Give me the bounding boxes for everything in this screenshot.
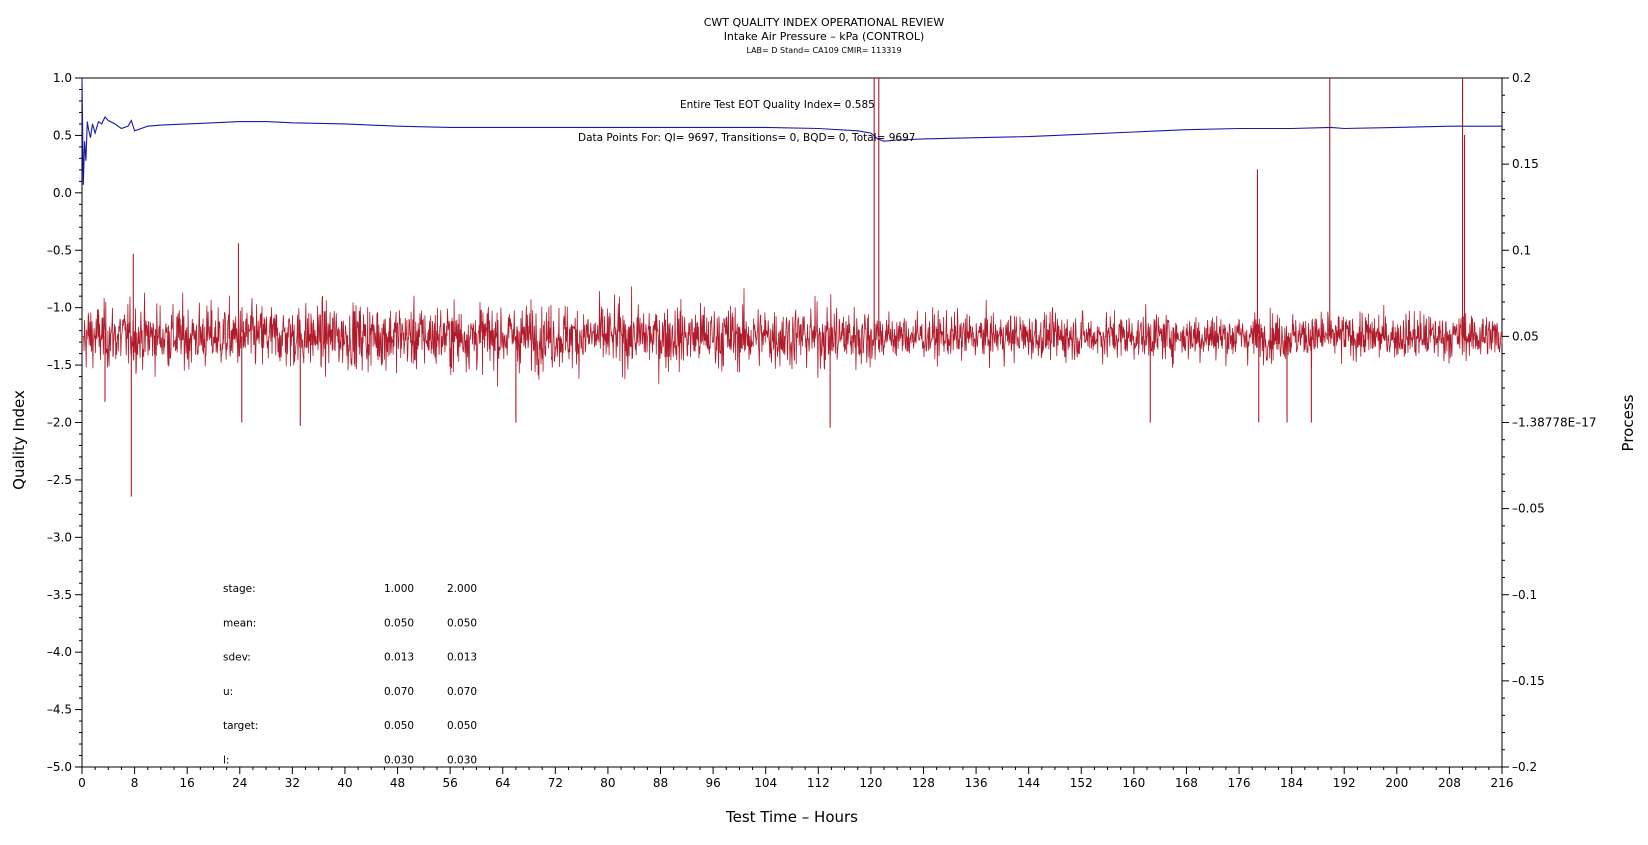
- right-y-tick-label: 0.1: [1512, 243, 1531, 257]
- stats-value-col1: 0.013: [384, 652, 414, 664]
- stats-value-col2: 0.050: [447, 720, 477, 732]
- stats-row-label: l:: [223, 755, 229, 767]
- right-y-tick-label: –0.05: [1512, 502, 1545, 516]
- stats-value-col1: 0.050: [384, 720, 414, 732]
- left-y-tick-label: –4.0: [47, 645, 72, 659]
- left-y-axis: 1.0 0.5 0.0 –0.5 –1.0 –1.5 –2.0 –2.5 –3.0 –3.5 –4.…: [47, 71, 82, 774]
- x-tick-label: 128: [912, 776, 935, 790]
- right-y-axis: 0.2 0.15 0.1 0.05 –1.38778E–17 –0.05 –0.1 –0.15…: [1502, 71, 1596, 774]
- x-tick-label: 184: [1280, 776, 1303, 790]
- stats-row-label: u:: [223, 686, 233, 698]
- right-y-axis-label: Process: [1619, 394, 1637, 451]
- x-tick-label: 88: [653, 776, 668, 790]
- left-y-axis-label: Quality Index: [10, 390, 28, 490]
- x-tick-label: 8: [131, 776, 139, 790]
- x-tick-label: 168: [1175, 776, 1198, 790]
- x-tick-label: 16: [180, 776, 195, 790]
- x-axis: 0 8 16 24 32 40 48 56 64 72 80 88 96 104 112 120 128 136 1…: [78, 767, 1513, 790]
- x-tick-label: 0: [78, 776, 86, 790]
- x-tick-label: 144: [1017, 776, 1040, 790]
- stats-value-col1: 0.050: [384, 617, 414, 629]
- data-points-annotation: Data Points For: QI= 9697, Transitions= …: [578, 132, 915, 144]
- x-tick-label: 80: [600, 776, 615, 790]
- stats-row-label: sdev:: [223, 652, 251, 664]
- stats-value-col2: 0.013: [447, 652, 477, 664]
- x-tick-label: 208: [1438, 776, 1461, 790]
- plot-frame: [81, 77, 1503, 768]
- right-y-tick-label: –0.1: [1512, 588, 1537, 602]
- chart-subtitle: Intake Air Pressure – kPa (CONTROL): [724, 30, 925, 43]
- left-y-tick-label: –1.0: [47, 301, 72, 315]
- x-tick-label: 72: [548, 776, 563, 790]
- stats-row-label: target:: [223, 720, 258, 732]
- stats-value-col2: 0.070: [447, 686, 477, 698]
- left-y-tick-label: –1.5: [47, 358, 72, 372]
- x-tick-label: 56: [443, 776, 458, 790]
- eot-quality-index-annotation: Entire Test EOT Quality Index= 0.585: [680, 99, 875, 111]
- stats-value-col1: 0.030: [384, 755, 414, 767]
- stats-value-col2: 0.050: [447, 617, 477, 629]
- right-y-tick-label: –1.38778E–17: [1512, 416, 1596, 430]
- right-y-tick-label: 0.2: [1512, 71, 1531, 85]
- process-line: [82, 286, 1503, 387]
- x-tick-label: 160: [1122, 776, 1145, 790]
- x-tick-label: 96: [705, 776, 720, 790]
- left-y-tick-label: –2.5: [47, 473, 72, 487]
- left-y-tick-label: –0.5: [47, 243, 72, 257]
- right-y-tick-label: 0.05: [1512, 329, 1539, 343]
- left-y-tick-label: 1.0: [53, 71, 72, 85]
- x-tick-label: 152: [1070, 776, 1093, 790]
- stats-value-col2: 2.000: [447, 583, 477, 595]
- left-y-tick-label: 0.0: [53, 186, 72, 200]
- left-y-tick-label: –4.5: [47, 703, 72, 717]
- stats-table: stage: 1.000 2.000 mean: 0.050 0.050 sdev: 0.01…: [223, 583, 477, 767]
- left-y-tick-label: 0.5: [53, 128, 72, 142]
- quality-index-line: [81, 77, 1502, 185]
- left-y-tick-label: –3.0: [47, 530, 72, 544]
- x-tick-label: 120: [859, 776, 882, 790]
- x-tick-label: 104: [754, 776, 777, 790]
- right-y-tick-label: –0.2: [1512, 760, 1537, 774]
- process-series: [82, 78, 1503, 497]
- x-tick-label: 24: [232, 776, 247, 790]
- x-tick-label: 192: [1333, 776, 1356, 790]
- stats-value-col1: 1.000: [384, 583, 414, 595]
- left-y-tick-label: –3.5: [47, 588, 72, 602]
- chart-title: CWT QUALITY INDEX OPERATIONAL REVIEW: [704, 16, 945, 29]
- stats-value-col1: 0.070: [384, 686, 414, 698]
- left-y-tick-label: –2.0: [47, 416, 72, 430]
- quality-index-series: [81, 77, 1502, 185]
- x-tick-label: 112: [807, 776, 830, 790]
- right-y-tick-label: 0.15: [1512, 157, 1539, 171]
- left-y-tick-label: –5.0: [47, 760, 72, 774]
- x-tick-label: 64: [495, 776, 510, 790]
- x-tick-label: 216: [1491, 776, 1514, 790]
- x-tick-label: 176: [1228, 776, 1251, 790]
- x-axis-label: Test Time – Hours: [725, 808, 858, 826]
- x-tick-label: 32: [285, 776, 300, 790]
- right-y-tick-label: –0.15: [1512, 674, 1545, 688]
- stats-value-col2: 0.030: [447, 755, 477, 767]
- x-tick-label: 48: [390, 776, 405, 790]
- x-tick-label: 40: [337, 776, 352, 790]
- x-tick-label: 200: [1385, 776, 1408, 790]
- stats-row-label: stage:: [223, 583, 256, 595]
- chart-subtitle-ids: LAB= D Stand= CA109 CMIR= 113319: [746, 46, 901, 55]
- stats-row-label: mean:: [223, 617, 256, 629]
- x-tick-label: 136: [965, 776, 988, 790]
